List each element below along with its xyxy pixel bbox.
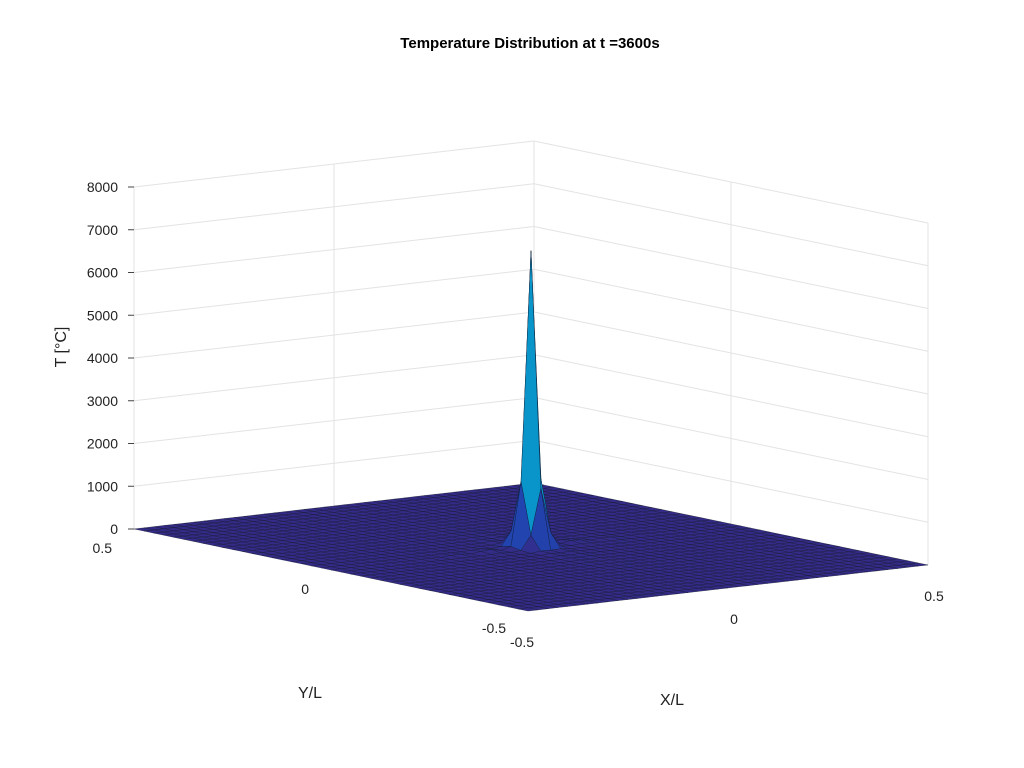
z-tick-label: 8000 — [87, 179, 118, 195]
x-tick-label: 0.5 — [924, 588, 944, 604]
x-axis-label: X/L — [660, 692, 684, 709]
y-tick-label: 0 — [301, 581, 309, 597]
x-tick-label: -0.5 — [510, 634, 534, 650]
axis-ticks: 0 1000 2000 3000 4000 5000 6000 7000 8000 -0.5 0 0.… — [87, 179, 944, 650]
surface-cell — [517, 607, 539, 612]
z-tick-label: 7000 — [87, 222, 118, 238]
x-tick-label: 0 — [730, 611, 738, 627]
z-tick-label: 2000 — [87, 436, 118, 452]
surface-cell — [520, 250, 542, 536]
z-tick-label: 6000 — [87, 265, 118, 281]
z-tick-label: 1000 — [87, 478, 118, 494]
y-tick-label: 0.5 — [93, 540, 113, 556]
z-tick-label: 0 — [110, 521, 118, 537]
z-tick-label: 4000 — [87, 350, 118, 366]
y-axis-label: Y/L — [298, 685, 322, 702]
z-axis-label: T [°C] — [53, 327, 70, 368]
chart-title: Temperature Distribution at t =3600s — [400, 35, 659, 52]
z-tick-label: 5000 — [87, 307, 118, 323]
y-tick-label: -0.5 — [482, 620, 506, 636]
z-tick-label: 3000 — [87, 393, 118, 409]
surface-plot — [133, 250, 929, 612]
